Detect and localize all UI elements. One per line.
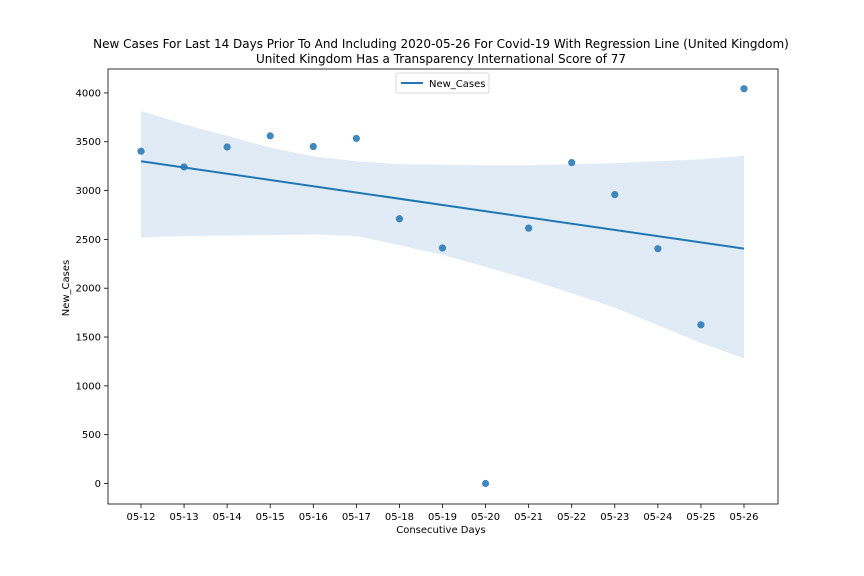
regression-line-layer <box>140 160 745 250</box>
y-tick-label: 3500 <box>76 137 101 148</box>
regression-line <box>140 160 745 250</box>
y-axis-ticks: 0 500 1000 1500 2000 2500 3000 3500 4000 <box>76 88 108 490</box>
legend: New_Cases <box>395 72 490 94</box>
y-tick-label: 1000 <box>76 381 101 392</box>
x-tick-label: 05-16 <box>299 512 328 523</box>
data-point <box>352 134 360 143</box>
confidence-band <box>141 111 744 359</box>
data-point <box>309 142 317 151</box>
y-tick-label: 1500 <box>76 333 101 344</box>
x-tick-label: 05-15 <box>256 512 285 523</box>
data-point <box>266 132 274 140</box>
y-tick-label: 500 <box>82 430 101 441</box>
y-axis-label: New_Cases <box>61 260 72 317</box>
chart-title: New Cases For Last 14 Days Prior To And … <box>93 37 789 51</box>
x-tick-label: 05-25 <box>686 512 715 523</box>
data-points-layer <box>137 85 748 488</box>
data-point <box>654 245 662 253</box>
data-point <box>137 147 145 155</box>
data-point <box>180 163 188 171</box>
data-point <box>568 158 576 167</box>
data-point <box>525 224 533 232</box>
y-tick-label: 3000 <box>76 186 101 197</box>
x-tick-label: 05-19 <box>428 512 457 523</box>
data-point <box>223 143 231 151</box>
x-tick-label: 05-17 <box>342 512 371 523</box>
data-point <box>481 479 490 488</box>
x-tick-label: 05-13 <box>170 512 199 523</box>
x-tick-label: 05-26 <box>729 512 758 523</box>
x-tick-label: 05-18 <box>385 512 414 523</box>
data-point <box>611 190 619 199</box>
confidence-band-layer <box>141 111 744 359</box>
data-point <box>395 215 404 223</box>
data-point <box>438 244 447 252</box>
legend-label: New_Cases <box>429 79 486 90</box>
chart-subtitle: United Kingdom Has a Transparency Intern… <box>256 52 626 66</box>
x-tick-label: 05-23 <box>600 512 629 523</box>
plot-frame <box>107 68 779 505</box>
y-tick-label: 0 <box>95 479 101 490</box>
y-tick-label: 2500 <box>76 235 101 246</box>
x-tick-label: 05-22 <box>557 512 586 523</box>
x-axis-label: Consecutive Days <box>396 525 486 536</box>
x-tick-label: 05-12 <box>126 512 155 523</box>
x-tick-label: 05-24 <box>643 512 672 523</box>
x-axis-ticks: 05-12 05-13 05-14 05-15 05-16 05-17 05-18 05-19… <box>126 504 759 523</box>
x-tick-label: 05-20 <box>471 512 500 523</box>
y-tick-label: 4000 <box>76 88 101 99</box>
data-point <box>740 85 748 93</box>
y-tick-label: 2000 <box>76 284 101 295</box>
x-tick-label: 05-14 <box>213 512 242 523</box>
data-point <box>697 321 705 329</box>
legend-box <box>395 72 490 94</box>
x-tick-label: 05-21 <box>514 512 543 523</box>
